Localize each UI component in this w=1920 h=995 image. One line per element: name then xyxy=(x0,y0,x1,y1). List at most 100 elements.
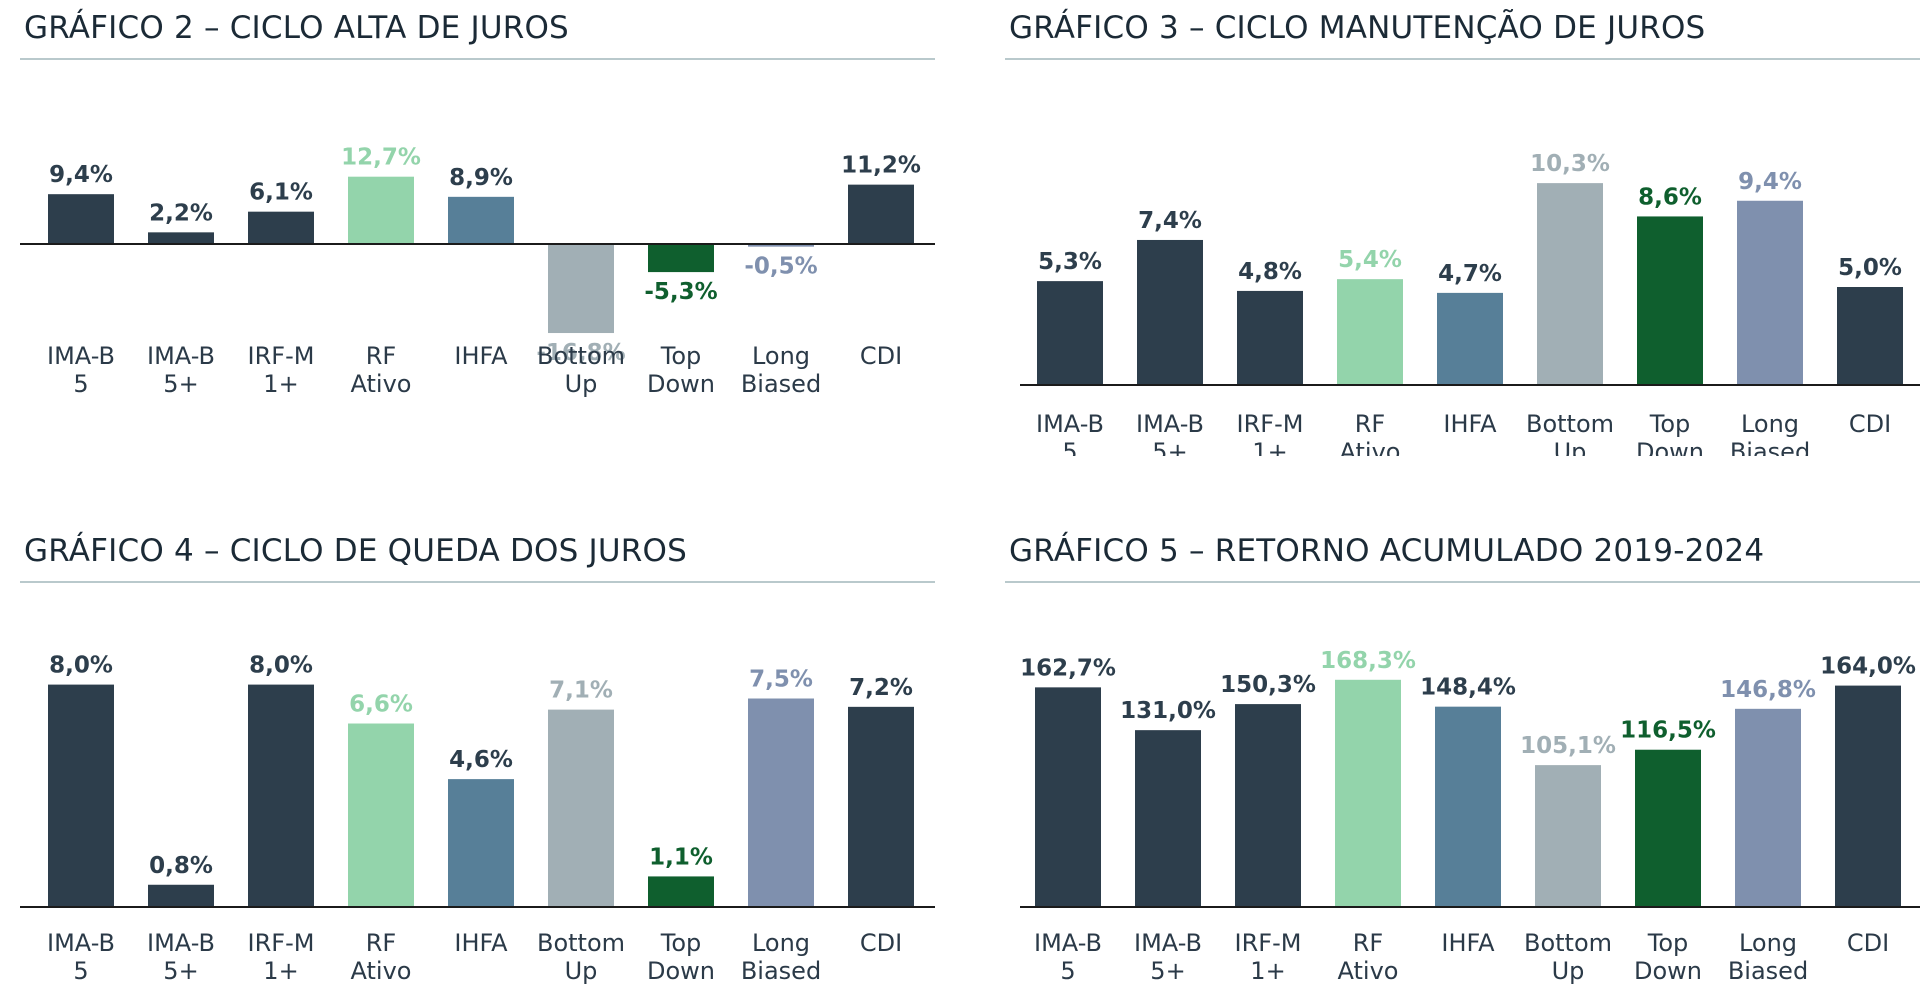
tick-label: Down xyxy=(647,957,715,985)
tick-label: RF xyxy=(1353,929,1383,957)
tick-label: Biased xyxy=(741,370,821,398)
tick-label: IMA-B xyxy=(47,929,115,957)
data-label: -16,8% xyxy=(536,340,625,366)
data-label: 116,5% xyxy=(1620,718,1716,744)
title-divider xyxy=(20,58,935,60)
title-divider xyxy=(1005,581,1920,583)
title-divider xyxy=(1005,58,1920,60)
tick-label: Bottom xyxy=(1526,410,1614,438)
bar xyxy=(1835,685,1901,907)
tick-label: Bottom xyxy=(537,929,625,957)
tick-label: Long xyxy=(752,342,810,370)
tick-label: IMA-B xyxy=(1034,929,1102,957)
tick-label: Bottom xyxy=(1524,929,1612,957)
tick-label: Top xyxy=(660,342,702,370)
bar-chart-2: 9,4%IMA-B52,2%IMA-B5+6,1%IRF-M1+12,7%RFA… xyxy=(20,145,935,398)
data-label: 8,0% xyxy=(249,653,313,679)
tick-label: Ativo xyxy=(351,370,412,398)
tick-label: IHFA xyxy=(454,342,508,370)
tick-label: CDI xyxy=(860,342,902,370)
bar xyxy=(148,232,214,244)
data-label: 4,8% xyxy=(1238,259,1302,285)
tick-label: Up xyxy=(565,370,598,398)
tick-label: RF xyxy=(366,342,396,370)
data-label: 2,2% xyxy=(149,200,213,226)
tick-label: 5 xyxy=(1062,438,1077,456)
bar xyxy=(1337,279,1403,385)
bar xyxy=(1535,765,1601,907)
data-label: 0,8% xyxy=(149,853,213,879)
data-label: 9,4% xyxy=(49,162,113,188)
data-label: 7,5% xyxy=(749,667,813,693)
data-label: 8,0% xyxy=(49,653,113,679)
tick-label: IHFA xyxy=(1441,929,1495,957)
bar xyxy=(348,723,414,907)
data-label: 7,4% xyxy=(1138,208,1202,234)
tick-label: IRF-M xyxy=(248,342,315,370)
bar xyxy=(1135,730,1201,907)
chart-title: GRÁFICO 4 – CICLO DE QUEDA DOS JUROS xyxy=(24,533,687,569)
bar xyxy=(1635,749,1701,907)
bar xyxy=(1537,183,1603,385)
data-label: 6,1% xyxy=(249,180,313,206)
data-label: 11,2% xyxy=(841,153,921,179)
tick-label: IMA-B xyxy=(1134,929,1202,957)
tick-label: IHFA xyxy=(454,929,508,957)
tick-label: Up xyxy=(1554,438,1587,456)
bar xyxy=(1335,679,1401,907)
bar xyxy=(1237,290,1303,385)
tick-label: 5 xyxy=(73,370,88,398)
tick-label: Top xyxy=(1647,929,1689,957)
bar xyxy=(148,884,214,907)
bar xyxy=(448,196,514,244)
bar xyxy=(1137,239,1203,385)
chart-panel-2: GRÁFICO 2 – CICLO ALTA DE JUROS 9,4% IMA-… xyxy=(20,10,935,460)
data-label: 8,9% xyxy=(449,165,513,191)
bar xyxy=(748,244,814,247)
tick-label: IRF-M xyxy=(1235,929,1302,957)
tick-label: IMA-B xyxy=(1036,410,1104,438)
tick-label: Ativo xyxy=(351,957,412,985)
tick-label: Down xyxy=(1634,957,1702,985)
tick-label: Biased xyxy=(1730,438,1810,456)
bar-chart-5: 162,7%IMA-B5131,0%IMA-B5+150,3%IRF-M1+16… xyxy=(1020,648,1920,985)
data-label: 7,1% xyxy=(549,678,613,704)
tick-label: 1+ xyxy=(1252,438,1287,456)
tick-label: 5+ xyxy=(1150,957,1185,985)
bar xyxy=(1837,287,1903,385)
tick-label: IMA-B xyxy=(1136,410,1204,438)
data-label: 4,7% xyxy=(1438,261,1502,287)
tick-label: 5+ xyxy=(163,370,198,398)
data-label: 6,6% xyxy=(349,692,413,718)
data-label: 148,4% xyxy=(1420,675,1516,701)
data-label: -5,3% xyxy=(644,279,717,305)
bar xyxy=(848,706,914,907)
data-label: 5,4% xyxy=(1338,247,1402,273)
bar xyxy=(448,779,514,907)
tick-label: Top xyxy=(1649,410,1691,438)
bar xyxy=(1637,216,1703,385)
chart-panel-4: GRÁFICO 4 – CICLO DE QUEDA DOS JUROS 8,0… xyxy=(20,533,935,993)
bar xyxy=(648,244,714,273)
data-label: 146,8% xyxy=(1720,677,1816,703)
tick-label: Ativo xyxy=(1338,957,1399,985)
tick-label: Biased xyxy=(741,957,821,985)
tick-label: CDI xyxy=(860,929,902,957)
data-label: 4,6% xyxy=(449,747,513,773)
tick-label: 1+ xyxy=(263,370,298,398)
bar xyxy=(748,698,814,907)
bar xyxy=(1437,292,1503,385)
data-label: 131,0% xyxy=(1120,698,1216,724)
tick-label: CDI xyxy=(1847,929,1889,957)
data-label: 12,7% xyxy=(341,145,421,171)
bar xyxy=(548,244,614,334)
data-label: 8,6% xyxy=(1638,184,1702,210)
bar xyxy=(248,684,314,907)
tick-label: Biased xyxy=(1728,957,1808,985)
tick-label: IMA-B xyxy=(47,342,115,370)
tick-label: CDI xyxy=(1849,410,1891,438)
tick-label: RF xyxy=(366,929,396,957)
bar xyxy=(1735,708,1801,907)
tick-label: RF xyxy=(1355,410,1385,438)
data-label: 5,0% xyxy=(1838,255,1902,281)
